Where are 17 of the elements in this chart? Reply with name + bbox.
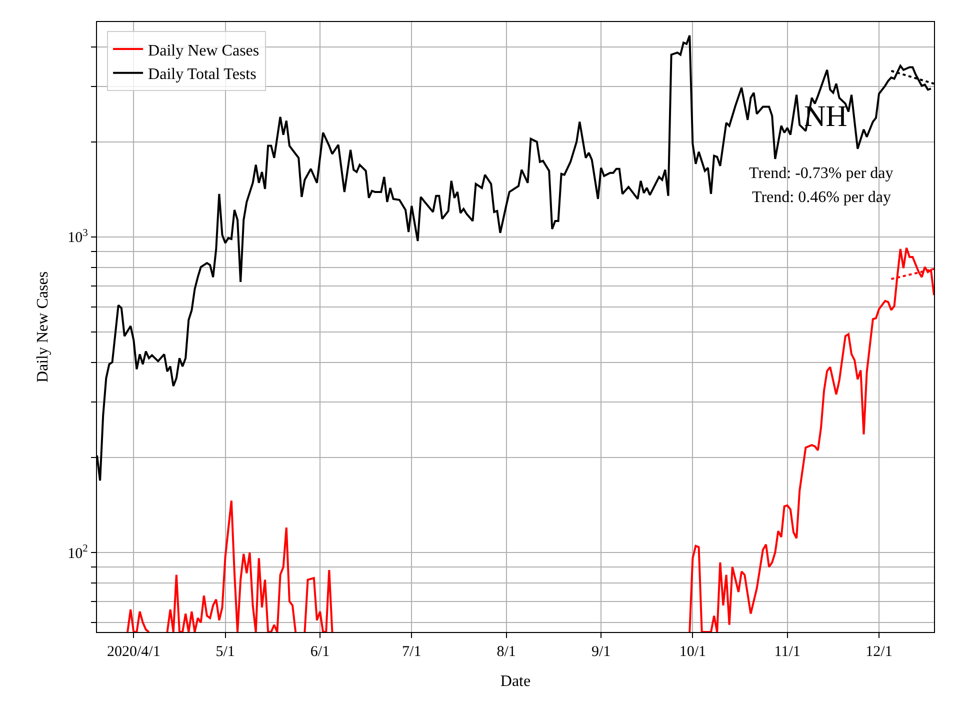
x-tick-label: 8/1 <box>496 644 516 660</box>
legend-label: Daily New Cases <box>148 42 260 60</box>
legend-label: Daily Total Tests <box>148 66 256 84</box>
x-tick-label: 10/1 <box>679 644 706 660</box>
x-tick-label: 5/1 <box>216 644 235 660</box>
x-tick-label: 6/1 <box>310 644 330 660</box>
annotation: Trend: 0.46% per day <box>752 189 891 206</box>
annotation: Trend: -0.73% per day <box>749 165 894 182</box>
y-tick-label: 10$^{2}$ <box>68 543 88 562</box>
x-tick-label: 11/1 <box>774 644 800 660</box>
x-tick-label: 9/1 <box>591 644 611 660</box>
y-tick-label: 10$^{3}$ <box>68 228 88 246</box>
x-tick-label: 7/1 <box>402 644 422 660</box>
x-tick-label: 12/1 <box>866 644 892 660</box>
x-tick-label: 2020/4/1 <box>106 644 160 660</box>
x-axis-title: Date <box>500 672 531 690</box>
y-axis-title: Daily New Cases <box>34 271 52 383</box>
